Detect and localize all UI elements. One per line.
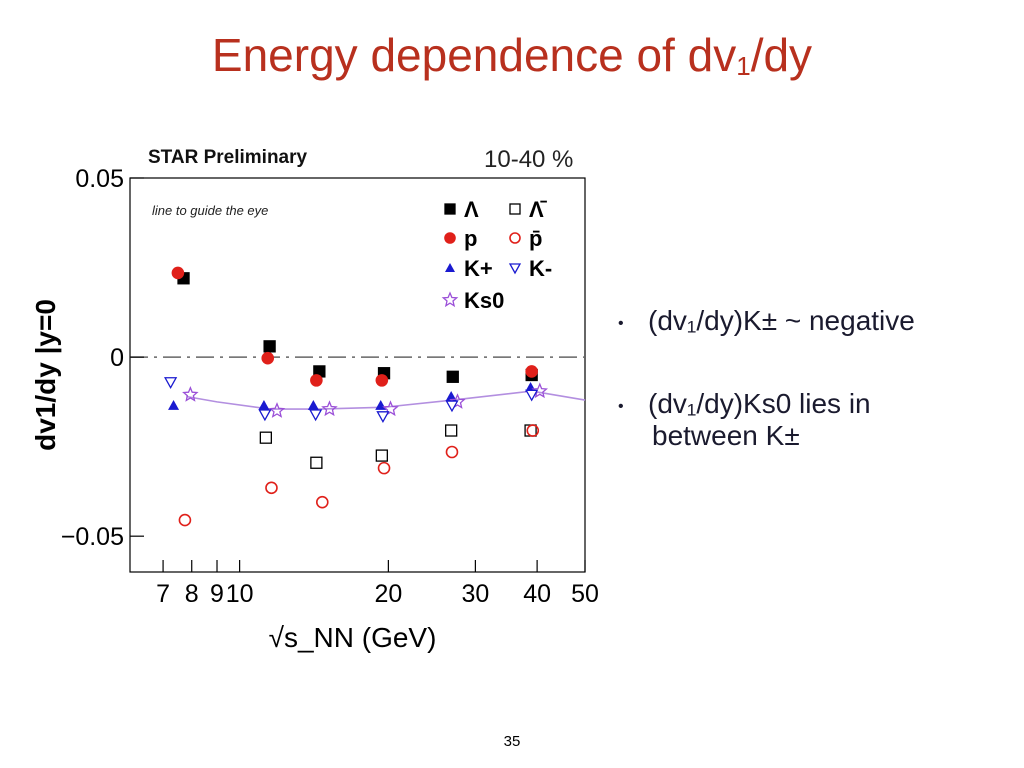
slide-title: Energy dependence of dv1/dy bbox=[211, 29, 813, 81]
data-point bbox=[382, 400, 399, 417]
data-point bbox=[265, 481, 278, 495]
chart-marks bbox=[164, 266, 586, 527]
data-point bbox=[446, 370, 459, 383]
data-point bbox=[377, 461, 391, 475]
legend-marker bbox=[508, 263, 522, 275]
data-point bbox=[309, 409, 323, 422]
data-point bbox=[449, 393, 466, 409]
centrality-label: 10-40 % bbox=[484, 146, 574, 173]
x-tick-label: 9 bbox=[210, 580, 224, 608]
bullet-1: • (dv₁/dy)K± ~ negative bbox=[618, 305, 915, 337]
chart-legend: Λ Λ̄ p p̄ K+ K- Ks0 bbox=[441, 197, 552, 313]
data-point bbox=[307, 399, 319, 410]
legend-marker bbox=[445, 263, 455, 272]
data-point bbox=[258, 399, 270, 410]
x-tick-label: 8 bbox=[185, 580, 199, 608]
data-point bbox=[445, 445, 459, 459]
x-tick-label: 20 bbox=[374, 580, 402, 608]
bullet-1-text: (dv₁/dy)K± ~ negative bbox=[648, 305, 915, 336]
plot-frame bbox=[129, 177, 586, 573]
data-point bbox=[310, 374, 323, 387]
legend-label: K+ bbox=[464, 256, 493, 281]
data-point bbox=[375, 449, 388, 462]
data-point bbox=[445, 400, 459, 413]
legend-marker bbox=[509, 232, 521, 244]
legend-label: p bbox=[464, 226, 477, 251]
data-point bbox=[445, 424, 458, 437]
legend-marker bbox=[509, 203, 521, 215]
data-point bbox=[261, 351, 275, 365]
data-point bbox=[268, 402, 286, 418]
data-point bbox=[258, 409, 272, 422]
data-point bbox=[525, 389, 539, 402]
bullet-2: • (dv₁/dy)Ks0 lies in between K± bbox=[618, 388, 871, 452]
bullet-dot-icon: • bbox=[618, 398, 624, 415]
data-point bbox=[445, 390, 457, 401]
page-number: 35 bbox=[503, 733, 521, 750]
legend-label: Λ bbox=[464, 197, 479, 222]
data-point bbox=[259, 431, 272, 444]
x-tick-label: 7 bbox=[156, 580, 170, 608]
legend-label: p̄ bbox=[529, 226, 542, 251]
y-tick-label: −0.05 bbox=[61, 523, 124, 551]
legend-marker bbox=[441, 291, 459, 308]
x-tick-label: 30 bbox=[461, 580, 489, 608]
data-point bbox=[321, 400, 338, 417]
data-point bbox=[315, 495, 329, 509]
data-point bbox=[178, 513, 192, 527]
y-tick-label: 0.05 bbox=[75, 165, 124, 193]
legend-label: Λ̄ bbox=[529, 197, 548, 222]
data-point bbox=[376, 411, 390, 424]
y-tick-label: 0 bbox=[110, 344, 124, 372]
legend-label: Ks0 bbox=[464, 288, 504, 313]
legend-label: K- bbox=[529, 256, 552, 281]
data-point bbox=[182, 385, 199, 402]
data-point bbox=[263, 340, 276, 353]
data-point bbox=[164, 377, 178, 390]
bullet-dot-icon: • bbox=[618, 315, 624, 332]
x-tick-label: 50 bbox=[571, 580, 599, 608]
axes-frame: 0.05 0 −0.05 7 8 9 10 20 30 40 50 √s_NN (GeV) dv1/dy… bbox=[30, 165, 599, 653]
data-point bbox=[531, 382, 548, 399]
data-point bbox=[171, 266, 185, 280]
legend-marker bbox=[444, 232, 456, 244]
y-axis-label: dv1/dy |y=0 bbox=[30, 299, 61, 451]
data-point bbox=[526, 424, 540, 437]
data-point bbox=[310, 456, 323, 469]
x-tick-label: 10 bbox=[226, 580, 254, 608]
data-point bbox=[375, 374, 389, 387]
guide-line bbox=[186, 390, 586, 410]
legend-marker bbox=[444, 203, 456, 215]
data-point bbox=[525, 365, 538, 378]
bullet-2-text: (dv₁/dy)Ks0 lies in bbox=[648, 388, 871, 419]
guide-annotation: line to guide the eye bbox=[152, 203, 269, 218]
data-point bbox=[168, 399, 180, 410]
bullet-2-text-line2: between K± bbox=[652, 420, 800, 451]
x-axis-label: √s_NN (GeV) bbox=[269, 622, 437, 653]
chart-title: STAR Preliminary bbox=[148, 147, 308, 168]
x-tick-label: 40 bbox=[523, 580, 551, 608]
